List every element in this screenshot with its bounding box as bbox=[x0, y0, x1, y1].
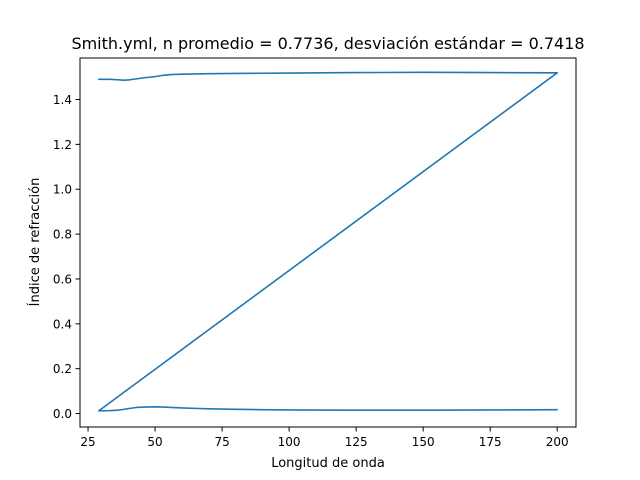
y-tick-label: 0.8 bbox=[53, 228, 72, 242]
y-tick-label: 0.6 bbox=[53, 272, 72, 286]
plot-area bbox=[79, 57, 577, 428]
y-axis-ticks: 0.0 0.2 0.4 0.6 0.8 1.0 1.2 1.4 bbox=[53, 93, 80, 421]
x-tick-label: 200 bbox=[546, 435, 569, 449]
plot-frame bbox=[79, 57, 577, 428]
chart-title: Smith.yml, n promedio = 0.7736, desviaci… bbox=[71, 34, 584, 53]
x-tick-label: 125 bbox=[345, 435, 368, 449]
y-tick-label: 0.0 bbox=[53, 407, 72, 421]
y-axis-label: Índice de refracción bbox=[27, 178, 43, 307]
x-axis-label: Longitud de onda bbox=[271, 456, 385, 471]
x-tick-label: 75 bbox=[214, 435, 229, 449]
y-tick-label: 0.2 bbox=[53, 362, 72, 376]
y-tick-label: 1.4 bbox=[53, 93, 72, 107]
x-tick-label: 175 bbox=[479, 435, 502, 449]
y-tick-label: 1.2 bbox=[53, 138, 72, 152]
x-tick-label: 150 bbox=[412, 435, 435, 449]
x-tick-label: 100 bbox=[278, 435, 301, 449]
x-tick-label: 25 bbox=[80, 435, 95, 449]
y-tick-label: 0.4 bbox=[53, 317, 72, 331]
x-tick-label: 50 bbox=[147, 435, 162, 449]
series-line-1 bbox=[97, 71, 559, 412]
x-axis-ticks: 25 50 75 100 125 150 175 200 bbox=[80, 427, 569, 449]
y-tick-label: 1.0 bbox=[53, 183, 72, 197]
